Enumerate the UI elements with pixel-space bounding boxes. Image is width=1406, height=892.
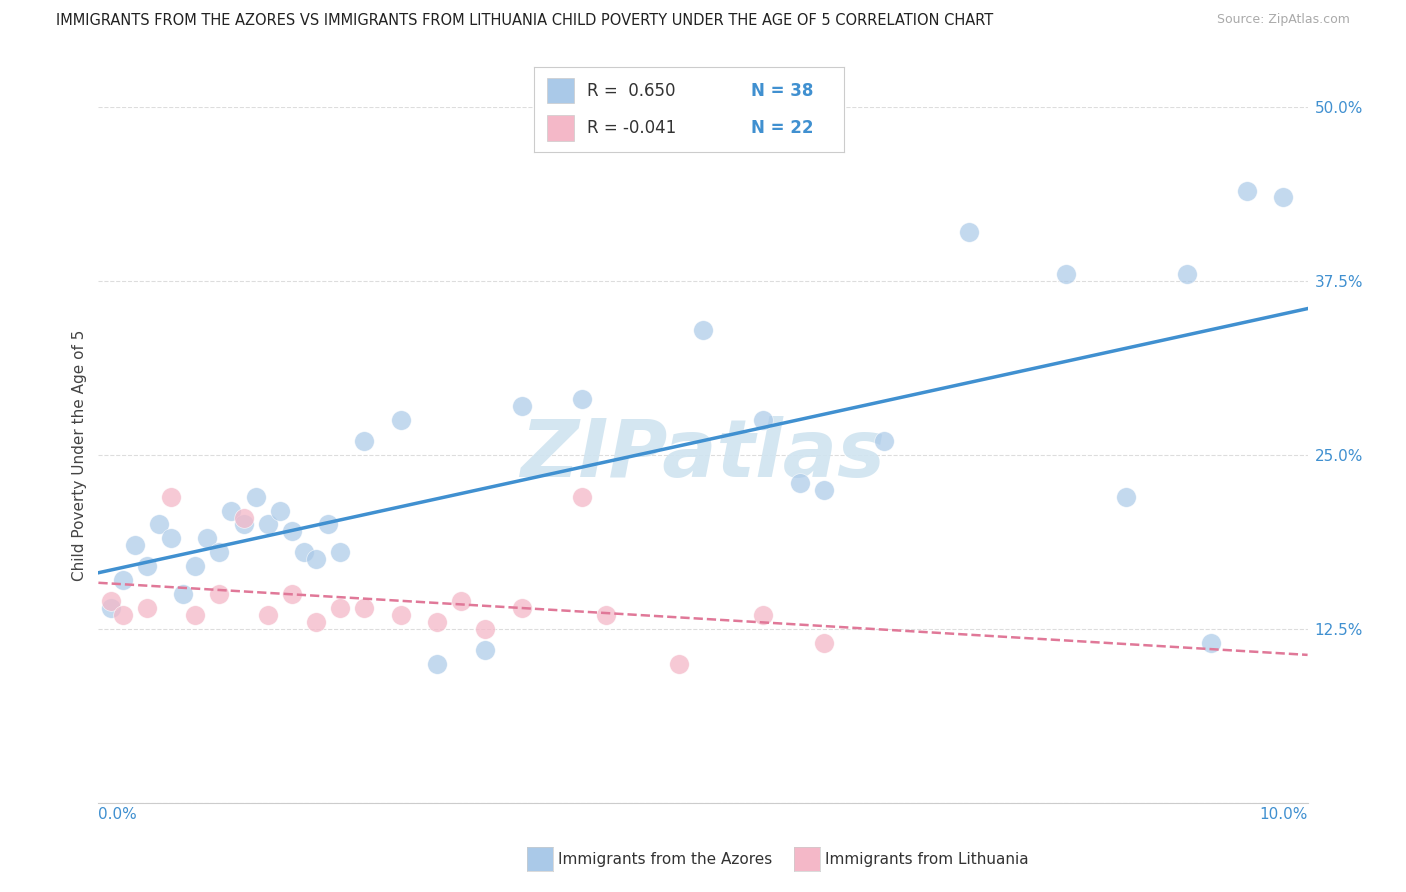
Text: N = 22: N = 22 bbox=[751, 119, 813, 136]
Text: IMMIGRANTS FROM THE AZORES VS IMMIGRANTS FROM LITHUANIA CHILD POVERTY UNDER THE : IMMIGRANTS FROM THE AZORES VS IMMIGRANTS… bbox=[56, 13, 994, 29]
Point bbox=[571, 490, 593, 504]
Point bbox=[111, 607, 134, 622]
Bar bbox=[547, 78, 575, 103]
Text: Immigrants from the Azores: Immigrants from the Azores bbox=[558, 853, 772, 867]
Text: 10.0%: 10.0% bbox=[1260, 807, 1308, 822]
Point bbox=[1236, 184, 1258, 198]
Point bbox=[221, 503, 243, 517]
Text: R =  0.650: R = 0.650 bbox=[586, 82, 675, 100]
Point bbox=[245, 490, 267, 504]
Point bbox=[135, 559, 157, 574]
Point bbox=[692, 323, 714, 337]
Point bbox=[389, 413, 412, 427]
Point bbox=[389, 607, 412, 622]
Point bbox=[1115, 490, 1137, 504]
Point bbox=[752, 607, 775, 622]
Point bbox=[752, 413, 775, 427]
Point bbox=[1199, 636, 1222, 650]
Point bbox=[100, 601, 122, 615]
Text: Immigrants from Lithuania: Immigrants from Lithuania bbox=[825, 853, 1029, 867]
Text: ZIPatlas: ZIPatlas bbox=[520, 416, 886, 494]
Point bbox=[195, 532, 218, 546]
Point bbox=[571, 392, 593, 407]
Point bbox=[595, 607, 617, 622]
Point bbox=[474, 642, 496, 657]
Bar bbox=[547, 115, 575, 141]
Point bbox=[474, 622, 496, 636]
Point bbox=[184, 607, 207, 622]
Point bbox=[281, 524, 304, 539]
Point bbox=[353, 434, 375, 448]
Point bbox=[172, 587, 194, 601]
Point bbox=[957, 225, 980, 239]
Point bbox=[668, 657, 690, 671]
Text: 0.0%: 0.0% bbox=[98, 807, 138, 822]
Text: R = -0.041: R = -0.041 bbox=[586, 119, 676, 136]
Point bbox=[148, 517, 170, 532]
Point bbox=[100, 594, 122, 608]
Text: Source: ZipAtlas.com: Source: ZipAtlas.com bbox=[1216, 13, 1350, 27]
Point bbox=[232, 517, 254, 532]
Point bbox=[353, 601, 375, 615]
Point bbox=[160, 490, 183, 504]
Point bbox=[873, 434, 896, 448]
Point bbox=[208, 545, 231, 559]
Text: N = 38: N = 38 bbox=[751, 82, 813, 100]
Point bbox=[232, 510, 254, 524]
Point bbox=[124, 538, 146, 552]
Point bbox=[160, 532, 183, 546]
Point bbox=[510, 399, 533, 413]
Point bbox=[329, 601, 352, 615]
Point bbox=[208, 587, 231, 601]
Point bbox=[281, 587, 304, 601]
Point bbox=[184, 559, 207, 574]
Point bbox=[316, 517, 339, 532]
Point bbox=[135, 601, 157, 615]
Point bbox=[450, 594, 472, 608]
Point bbox=[256, 517, 278, 532]
Y-axis label: Child Poverty Under the Age of 5: Child Poverty Under the Age of 5 bbox=[72, 329, 87, 581]
Point bbox=[789, 475, 811, 490]
Point bbox=[305, 615, 328, 629]
Point bbox=[111, 573, 134, 587]
Point bbox=[305, 552, 328, 566]
Point bbox=[813, 483, 835, 497]
Point bbox=[1175, 267, 1198, 281]
Point bbox=[1272, 190, 1295, 204]
Point bbox=[329, 545, 352, 559]
Point bbox=[510, 601, 533, 615]
Point bbox=[426, 657, 449, 671]
Point bbox=[269, 503, 291, 517]
Point bbox=[813, 636, 835, 650]
Point bbox=[1054, 267, 1077, 281]
Point bbox=[292, 545, 315, 559]
Point bbox=[256, 607, 278, 622]
Point bbox=[426, 615, 449, 629]
